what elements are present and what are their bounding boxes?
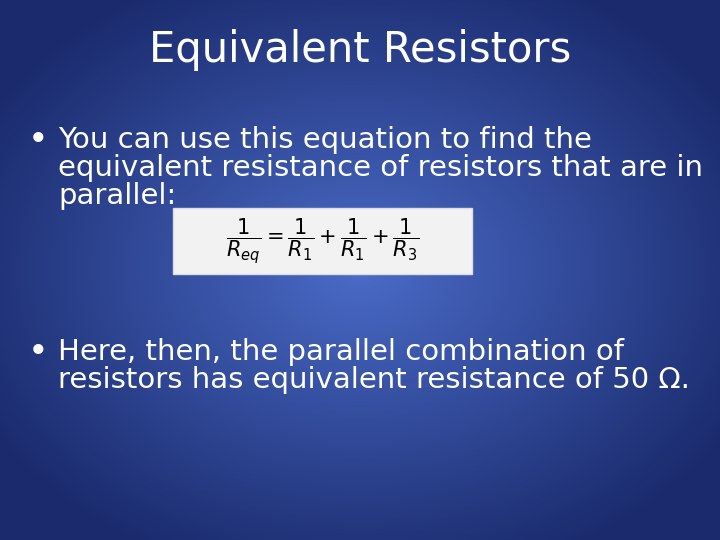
Text: You can use this equation to find the: You can use this equation to find the — [58, 126, 592, 154]
FancyBboxPatch shape — [173, 208, 472, 274]
Text: resistors has equivalent resistance of 50 Ω.: resistors has equivalent resistance of 5… — [58, 366, 690, 394]
Text: •: • — [27, 123, 48, 157]
Text: •: • — [27, 335, 48, 369]
Text: Here, then, the parallel combination of: Here, then, the parallel combination of — [58, 338, 624, 366]
Text: parallel:: parallel: — [58, 182, 176, 210]
Text: $\dfrac{1}{R_{eq}} = \dfrac{1}{R_1} + \dfrac{1}{R_1} + \dfrac{1}{R_3}$: $\dfrac{1}{R_{eq}} = \dfrac{1}{R_1} + \d… — [226, 217, 419, 266]
Text: Equivalent Resistors: Equivalent Resistors — [149, 29, 571, 71]
Text: equivalent resistance of resistors that are in: equivalent resistance of resistors that … — [58, 154, 703, 182]
